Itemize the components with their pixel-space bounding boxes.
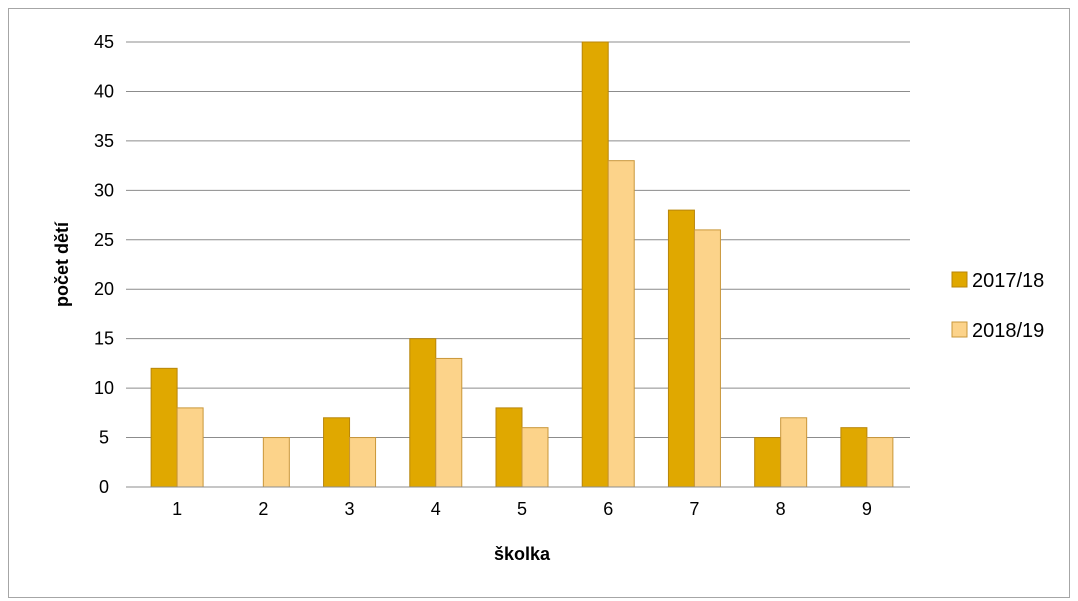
y-tick-label: 0 [99,477,109,497]
x-tick-label: 5 [517,499,527,519]
legend-swatch [952,272,967,287]
bar-2018-19-8 [781,418,807,487]
y-tick-label: 25 [94,230,114,250]
x-axis-title: školka [494,544,551,564]
x-tick-label: 9 [862,499,872,519]
legend-label: 2017/18 [972,270,1044,292]
bar-2017-18-6 [582,42,608,487]
x-tick-label: 2 [258,499,268,519]
gridlines [126,42,910,438]
bar-2018-19-1 [177,408,203,487]
bars [151,42,893,487]
x-tick-label: 8 [776,499,786,519]
y-tick-label: 20 [94,279,114,299]
x-tick-label: 1 [172,499,182,519]
y-tick-label: 35 [94,131,114,151]
bar-2017-18-8 [755,438,781,487]
y-tick-label: 10 [94,378,114,398]
bar-2017-18-9 [841,428,867,487]
bar-2017-18-3 [324,418,350,487]
y-tick-label: 40 [94,81,114,101]
bar-2018-19-5 [522,428,548,487]
bar-2018-19-2 [263,438,289,487]
bar-2017-18-1 [151,368,177,487]
bar-2018-19-3 [350,438,376,487]
bar-2017-18-4 [410,339,436,487]
y-tick-label: 15 [94,329,114,349]
bar-2018-19-4 [436,358,462,487]
x-tick-label: 6 [603,499,613,519]
x-tick-label: 7 [689,499,699,519]
legend: 2017/18 2018/19 [952,270,1044,342]
x-tick-labels: 1 2 3 4 5 6 7 8 9 [172,499,872,519]
x-tick-label: 4 [431,499,441,519]
y-tick-label: 30 [94,180,114,200]
bar-2017-18-7 [668,210,694,487]
y-axis-title: počet dětí [52,221,72,307]
y-tick-label: 5 [99,428,109,448]
bar-2018-19-6 [608,161,634,487]
legend-swatch [952,322,967,337]
y-tick-label: 45 [94,32,114,52]
bar-2018-19-9 [867,438,893,487]
x-tick-label: 3 [345,499,355,519]
bar-2018-19-7 [694,230,720,487]
legend-label: 2018/19 [972,320,1044,342]
y-tick-labels: 0 5 10 15 20 25 30 35 40 45 [94,32,114,497]
bar-2017-18-5 [496,408,522,487]
